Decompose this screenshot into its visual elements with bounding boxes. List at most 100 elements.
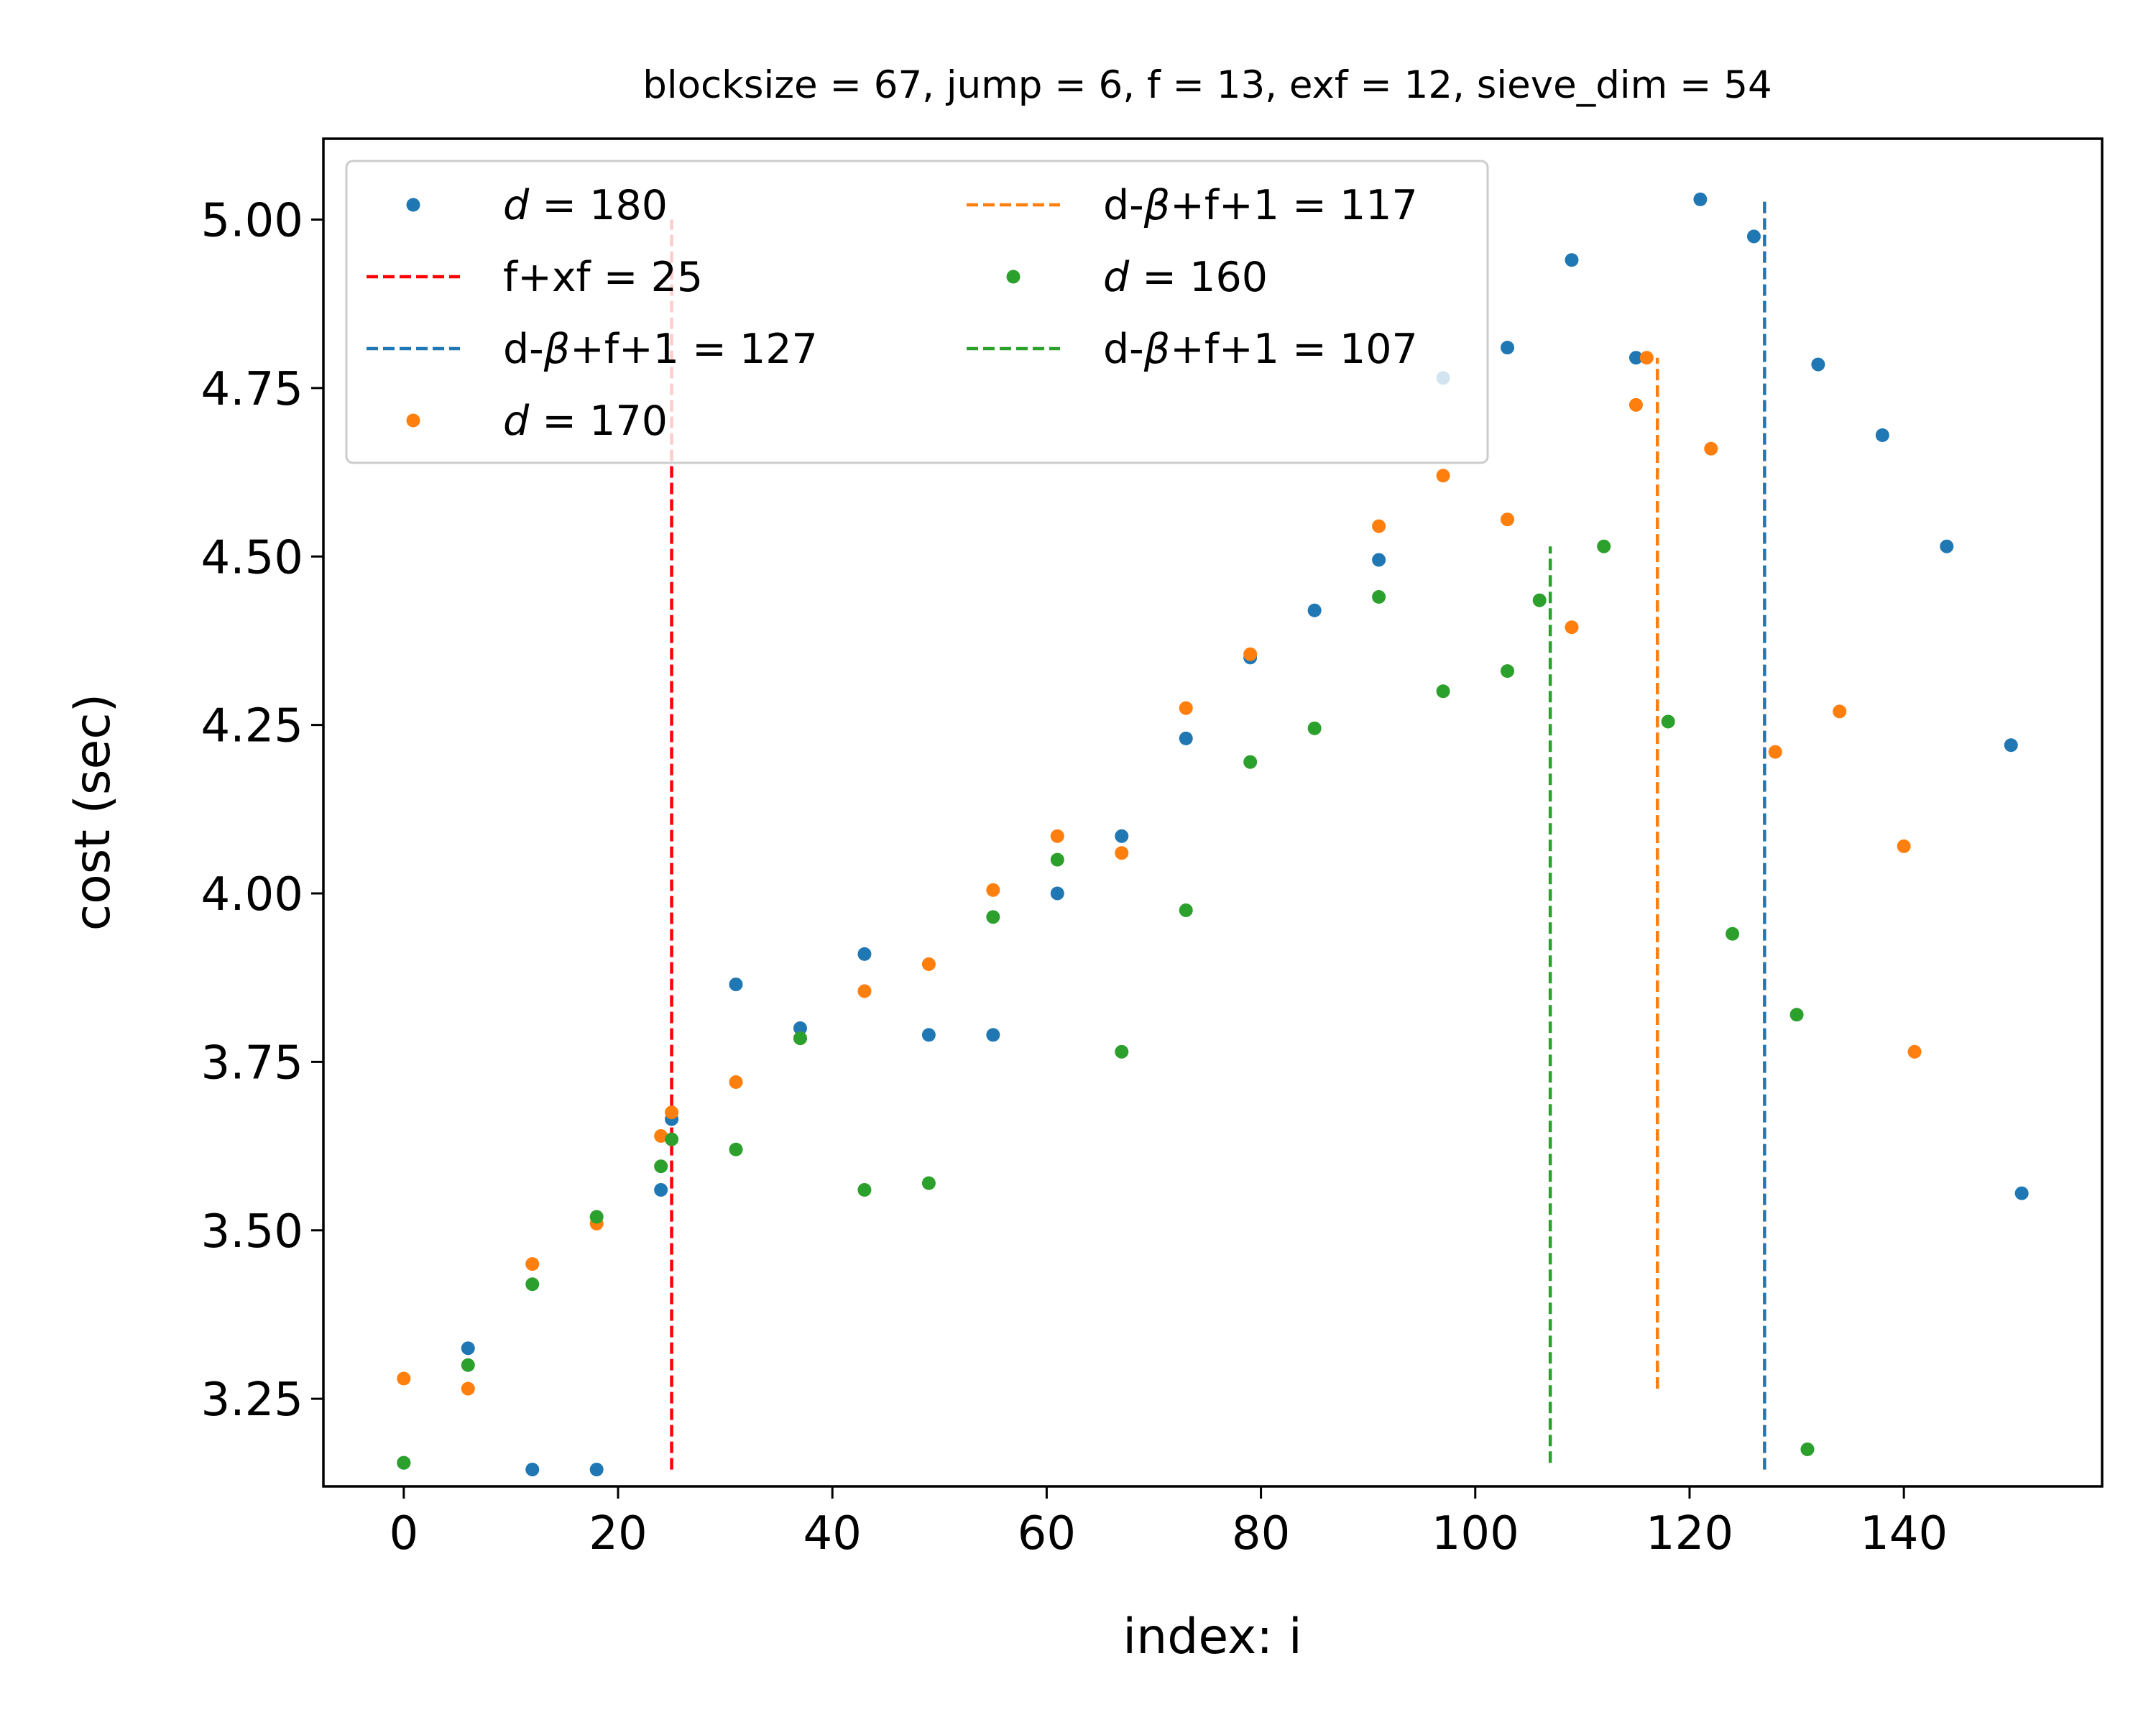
point [1833,704,1847,719]
point [1307,721,1322,735]
point [1050,852,1064,867]
legend-label: d-β+f+1 = 107 [1103,326,1418,373]
point [1661,714,1675,729]
point [1050,829,1064,843]
point [729,1142,743,1156]
point [1115,829,1129,843]
point [665,1105,679,1120]
point [461,1341,475,1356]
legend-entry: d-β+f+1 = 127 [367,326,818,373]
point [589,1463,604,1477]
point [793,1021,807,1035]
y-axis: 3.25 3.50 3.75 4.00 4.25 4.50 4.75 5.00 [201,195,323,1427]
y-tick-label: 5.00 [201,195,304,248]
point [654,1183,668,1197]
point [729,978,743,992]
legend-entry: f+xf = 25 [367,254,703,301]
y-tick-label: 4.00 [201,868,304,921]
plot-marks [397,192,2029,1477]
x-tick-label: 80 [1232,1507,1290,1560]
point [1501,512,1515,527]
point [1746,229,1761,244]
point [1565,620,1579,635]
point [1532,593,1547,607]
point [665,1132,679,1146]
point [525,1463,540,1477]
legend: d = 180 f+xf = 25 d-β+f+1 = 127 d = 170 d-β+… [345,160,1489,464]
legend-marker [406,413,420,428]
legend-label: d-β+f+1 = 127 [503,326,818,373]
point [2014,1186,2029,1200]
point [1115,846,1129,860]
point [654,1159,668,1174]
x-tick-label: 20 [589,1507,647,1560]
x-tick-label: 60 [1018,1507,1076,1560]
legend-label: f+xf = 25 [503,254,703,301]
point [857,1183,872,1197]
point [1726,926,1740,941]
point [525,1257,540,1271]
y-tick-label: 3.50 [201,1205,304,1259]
point [1565,253,1579,267]
x-tick-label: 40 [803,1507,861,1560]
point [1693,192,1708,206]
point [1789,1008,1804,1022]
point [1800,1442,1815,1456]
legend-entry: d-β+f+1 = 107 [967,326,1418,373]
x-axis-label: index: i [1123,1609,1302,1665]
point [1436,469,1450,483]
point [1372,519,1386,533]
legend-label: d = 160 [1103,254,1268,301]
point [1243,755,1258,769]
point [1179,903,1193,917]
point [2004,738,2018,753]
legend-box [345,160,1489,464]
point [1179,731,1193,745]
point [589,1210,604,1224]
point [1372,553,1386,567]
point [397,1455,411,1470]
legend-entry: d = 180 [406,182,668,229]
point [986,1028,1000,1042]
legend-label: d = 170 [503,397,668,445]
point [1307,603,1322,617]
point [397,1371,411,1386]
point [986,883,1000,897]
point [1179,701,1193,715]
x-tick-label: 0 [389,1507,418,1560]
point [921,957,936,971]
point [1243,647,1258,661]
point [1940,539,1954,553]
legend-marker [406,198,420,212]
point [1050,886,1064,901]
series-1-points [397,351,1922,1396]
point [793,1031,807,1046]
point [986,910,1000,924]
legend-label: d = 180 [503,182,668,229]
point [1639,351,1654,365]
point [921,1028,936,1042]
legend-entry: d = 160 [1006,254,1268,301]
point [1897,839,1911,853]
point [461,1381,475,1396]
point [1501,341,1515,355]
legend-entry: d-β+f+1 = 117 [967,182,1418,229]
point [1628,351,1643,365]
x-tick-label: 140 [1860,1507,1948,1560]
legend-marker [1006,270,1021,284]
point [921,1176,936,1190]
y-tick-label: 4.75 [201,363,304,416]
legend-entry: d = 170 [406,397,668,445]
point [1597,539,1611,553]
point [1811,357,1825,372]
point [857,984,872,998]
y-tick-label: 3.25 [201,1374,304,1427]
point [729,1075,743,1089]
y-tick-label: 4.50 [201,531,304,584]
point [857,947,872,961]
x-tick-label: 120 [1646,1507,1733,1560]
point [1704,441,1718,456]
chart-title: blocksize = 67, jump = 6, f = 13, exf = … [642,63,1772,107]
point [654,1129,668,1143]
